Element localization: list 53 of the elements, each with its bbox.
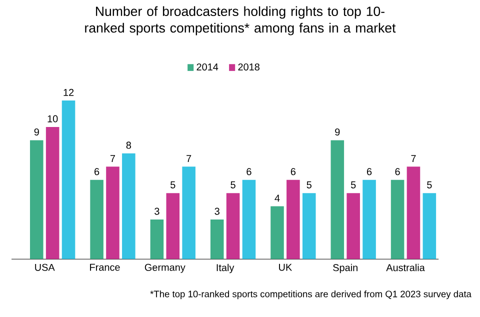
chart-title: Number of broadcasters holding rights to top 10-ranked sports competitions* among fans in a market [85, 6, 396, 36]
bar [406, 166, 420, 259]
data-label: 7 [186, 154, 192, 162]
x-tick-label: France [90, 264, 120, 271]
data-label: 6 [395, 168, 400, 175]
data-label: 4 [274, 194, 280, 202]
bar [62, 100, 76, 259]
data-label: 12 [64, 88, 74, 96]
bar [210, 219, 224, 259]
bar [390, 180, 404, 259]
data-label: 9 [34, 128, 39, 136]
data-label: 5 [306, 181, 312, 188]
x-tick-label: Australia [386, 264, 425, 271]
data-label: 7 [411, 154, 416, 162]
bar [286, 180, 300, 259]
data-label: 10 [48, 115, 58, 122]
legend-label: 2014 [196, 63, 218, 70]
data-label: 5 [427, 181, 432, 188]
data-label: 8 [126, 141, 132, 148]
data-label: 3 [214, 208, 220, 215]
bar [302, 192, 316, 259]
x-tick-label: Germany [144, 264, 186, 273]
data-label: 3 [154, 208, 160, 215]
data-label: 5 [170, 181, 176, 188]
x-tick-label: Spain [333, 264, 358, 273]
x-tick-label: UK [279, 264, 292, 271]
bar [122, 153, 136, 259]
data-label: 6 [94, 168, 100, 175]
data-label: 7 [110, 154, 115, 162]
bar [346, 192, 360, 259]
bar [362, 180, 376, 259]
data-label: 6 [246, 168, 252, 175]
x-tick-label: Italy [216, 264, 234, 273]
bar [166, 192, 180, 259]
legend-label: 2018 [238, 63, 260, 70]
bar [150, 219, 164, 259]
data-label: 9 [335, 128, 340, 136]
bar [226, 192, 240, 259]
data-label: 5 [350, 181, 356, 188]
bar [106, 166, 120, 259]
bar [422, 192, 436, 259]
bar [330, 140, 344, 259]
data-label: 5 [230, 181, 236, 188]
data-label: 6 [290, 168, 296, 175]
bar [46, 126, 60, 259]
bar [90, 180, 104, 259]
text: *The top 10-ranked sports competitions are derived from Q1 2023 survey data [150, 290, 472, 299]
x-tick-label: USA [35, 264, 55, 271]
bar [30, 140, 44, 259]
bar [182, 166, 196, 259]
bar [270, 206, 284, 259]
bar [242, 180, 256, 259]
data-label: 6 [367, 168, 372, 175]
